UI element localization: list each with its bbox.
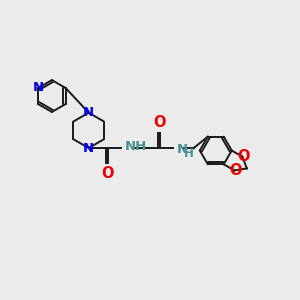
Text: H: H bbox=[184, 147, 194, 160]
Text: O: O bbox=[229, 163, 241, 178]
Text: O: O bbox=[101, 166, 114, 181]
Text: N: N bbox=[83, 106, 94, 119]
Text: N: N bbox=[83, 142, 94, 155]
Text: N: N bbox=[177, 143, 188, 156]
Text: N: N bbox=[33, 81, 44, 94]
Text: NH: NH bbox=[125, 140, 148, 153]
Text: O: O bbox=[153, 116, 165, 130]
Text: O: O bbox=[237, 149, 249, 164]
